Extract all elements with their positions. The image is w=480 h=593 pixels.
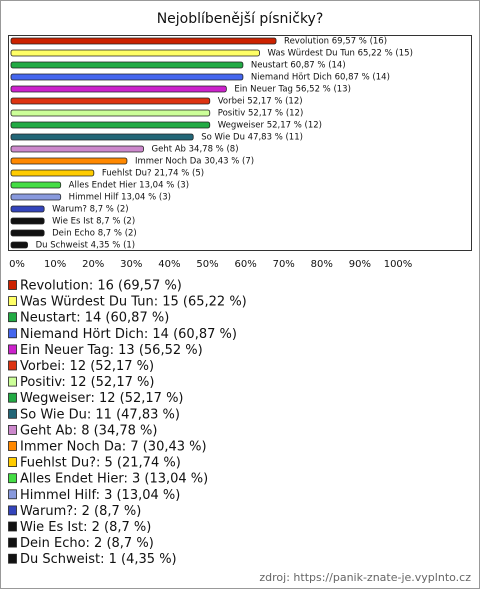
bar [10,205,45,213]
x-tick-label: 20% [82,259,104,270]
legend-swatch [8,280,17,290]
legend-swatch [8,376,17,387]
legend-swatch [8,537,17,548]
legend-swatch [8,328,17,339]
legend-label: Vorbei: 12 (52,17 %) [20,359,154,374]
bar [10,37,277,45]
legend-swatch [8,473,17,484]
legend-label: Positiv: 12 (52,17 %) [20,375,154,390]
legend-label: Dein Echo: 2 (8,7 %) [20,536,154,551]
value-label: Warum? 8,7 % (2) [52,205,128,215]
bar [10,109,211,117]
bar [10,49,260,57]
value-label: Vorbei 52,17 % (12) [218,97,303,107]
legend-swatch [8,424,17,435]
legend-swatch [8,505,17,516]
value-label: Alles Endet Hier 13,04 % (3) [69,181,189,191]
value-label: Himmel Hilf 13,04 % (3) [69,193,171,203]
legend-label: Fuehlst Du?: 5 (21,74 %) [20,456,181,471]
bar [10,193,62,201]
bar [10,241,28,249]
legend-label: Alles Endet Hier: 3 (13,04 %) [20,472,208,487]
bar [10,229,45,237]
legend-swatch [8,296,17,307]
value-label: Neustart 60,87 % (14) [251,61,346,71]
bar [10,121,211,129]
bar [10,217,45,225]
value-label: Wie Es Ist 8,7 % (2) [52,217,135,227]
x-tick-label: 30% [120,259,142,270]
bar [10,157,128,165]
legend-label: Revolution: 16 (69,57 %) [20,279,182,294]
bar [10,61,244,69]
legend-label: Was Würdest Du Tun: 15 (65,22 %) [20,295,247,310]
chart-title: Nejoblíbenější písničky? [157,11,324,27]
legend-label: Neustart: 14 (60,87 %) [20,311,169,326]
legend-swatch [8,360,17,371]
x-tick-label: 10% [44,259,66,270]
legend-swatch [8,553,17,564]
x-tick-label: 90% [349,259,371,270]
x-tick-label: 50% [196,259,218,270]
value-label: Was Würdest Du Tun 65,22 % (15) [267,49,412,59]
legend-swatch [8,521,17,532]
legend-label: Du Schweist: 1 (4,35 %) [20,552,177,567]
legend-swatch [8,408,17,419]
bar [10,97,211,105]
value-label: Positiv 52,17 % (12) [218,109,304,119]
bar [10,145,144,153]
bar [10,85,227,93]
legend-swatch [8,441,17,451]
value-label: Du Schweist 4,35 % (1) [36,241,136,251]
legend-label: Warum?: 2 (8,7 %) [20,504,141,519]
legend-label: Ein Neuer Tag: 13 (56,52 %) [20,343,203,358]
x-tick-label: 100% [384,259,413,270]
legend-label: Himmel Hilf: 3 (13,04 %) [20,488,180,503]
legend-label: Wie Es Ist: 2 (8,7 %) [20,520,151,535]
legend-swatch [8,489,17,500]
x-tick-label: 0% [9,259,25,270]
bar [10,169,95,177]
value-label: Revolution 69,57 % (16) [284,37,387,47]
legend-label: Niemand Hört Dich: 14 (60,87 %) [20,327,237,342]
x-tick-label: 80% [311,259,333,270]
legend-label: Wegweiser: 12 (52,17 %) [20,391,184,406]
bar [10,181,62,189]
legend-swatch [8,457,17,468]
legend-swatch [8,312,17,323]
legend-swatch [8,392,17,403]
x-tick-label: 60% [234,259,256,270]
value-label: Fuehlst Du? 21,74 % (5) [102,169,204,179]
value-label: So Wie Du 47,83 % (11) [201,133,303,143]
legend-label: So Wie Du: 11 (47,83 %) [20,407,180,422]
value-label: Wegweiser 52,17 % (12) [218,121,322,131]
legend-label: Immer Noch Da: 7 (30,43 %) [20,440,207,455]
x-tick-label: 40% [158,259,180,270]
legend-swatch [8,344,17,355]
value-label: Immer Noch Da 30,43 % (7) [135,157,254,167]
value-label: Dein Echo 8,7 % (2) [52,229,137,239]
value-label: Ein Neuer Tag 56,52 % (13) [234,85,351,95]
bar [10,133,194,141]
value-label: Geht Ab 34,78 % (8) [152,145,239,155]
legend-label: Geht Ab: 8 (34,78 %) [20,423,157,438]
bar [10,73,244,81]
plot-frame [8,35,472,251]
value-label: Niemand Hört Dich 60,87 % (14) [251,73,390,83]
x-tick-label: 70% [273,259,295,270]
source: zdroj: https://panik-znate-je.vyplnto.cz [259,571,471,584]
